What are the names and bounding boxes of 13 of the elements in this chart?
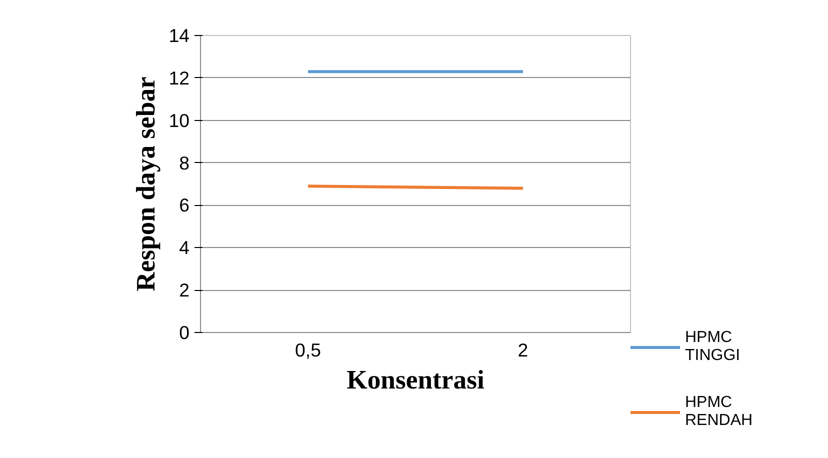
legend-label: HPMC TINGGI (685, 328, 740, 366)
y-tick-label: 8 (179, 152, 190, 174)
y-tick-label: 12 (168, 67, 190, 88)
y-tick-label: 10 (168, 110, 190, 131)
y-axis-title: Respon daya sebar (130, 76, 161, 292)
y-tick-label: 14 (168, 25, 190, 46)
y-tick-label: 6 (179, 194, 190, 216)
x-axis-title: Konsentrasi (346, 364, 485, 394)
y-tick-label: 4 (179, 237, 190, 258)
y-tick-label: 2 (179, 280, 190, 301)
y-tick-label: 0 (179, 322, 190, 343)
x-tick-label: 0,5 (295, 340, 321, 360)
legend-label: HPMC RENDAH (685, 393, 753, 431)
